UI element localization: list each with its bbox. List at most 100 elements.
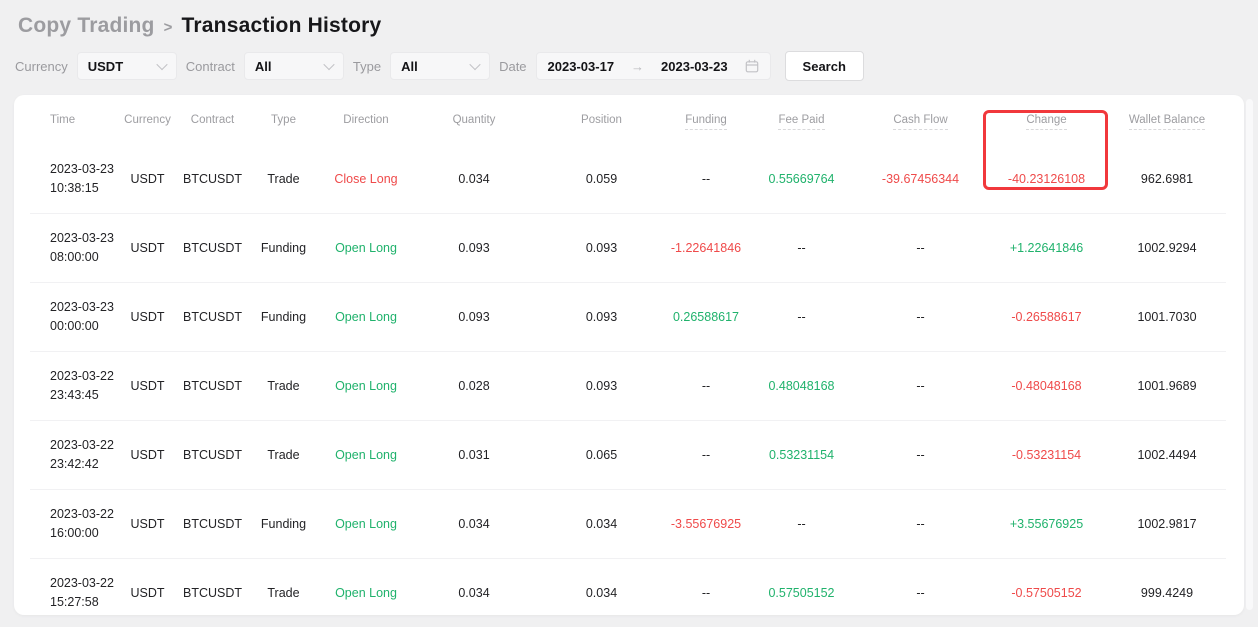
cell-position: 0.034 bbox=[538, 490, 665, 559]
cell-wallet-balance: 1001.9689 bbox=[1108, 352, 1226, 421]
cell-currency: USDT bbox=[115, 283, 180, 352]
cell-position: 0.065 bbox=[538, 421, 665, 490]
column-header-fee-paid: Fee Paid bbox=[747, 95, 856, 145]
cell-contract: BTCUSDT bbox=[180, 214, 245, 283]
breadcrumb-parent[interactable]: Copy Trading bbox=[18, 14, 155, 38]
cell-currency: USDT bbox=[115, 352, 180, 421]
contract-select[interactable]: All bbox=[244, 52, 344, 80]
arrow-right-icon: → bbox=[631, 59, 644, 74]
date-end-value: 2023-03-23 bbox=[661, 59, 728, 74]
cell-quantity: 0.031 bbox=[410, 421, 538, 490]
cell-change: -0.57505152 bbox=[985, 559, 1108, 627]
cell-direction: Open Long bbox=[322, 352, 410, 421]
date-range-picker[interactable]: 2023-03-17 → 2023-03-23 bbox=[536, 52, 771, 80]
cell-position: 0.093 bbox=[538, 352, 665, 421]
cell-funding: -- bbox=[665, 421, 747, 490]
cell-contract: BTCUSDT bbox=[180, 352, 245, 421]
date-start-value: 2023-03-17 bbox=[548, 59, 615, 74]
cell-direction: Open Long bbox=[322, 421, 410, 490]
cell-currency: USDT bbox=[115, 421, 180, 490]
cell-cash-flow: -39.67456344 bbox=[856, 145, 985, 214]
cell-contract: BTCUSDT bbox=[180, 421, 245, 490]
cell-position: 0.059 bbox=[538, 145, 665, 214]
calendar-icon bbox=[745, 59, 759, 73]
cell-type: Funding bbox=[245, 490, 322, 559]
type-select-value: All bbox=[401, 59, 418, 74]
cell-fee-paid: 0.53231154 bbox=[747, 421, 856, 490]
cell-cash-flow: -- bbox=[856, 421, 985, 490]
cell-currency: USDT bbox=[115, 490, 180, 559]
cell-direction: Open Long bbox=[322, 490, 410, 559]
cell-direction: Open Long bbox=[322, 559, 410, 627]
cell-cash-flow: -- bbox=[856, 490, 985, 559]
cell-direction: Open Long bbox=[322, 283, 410, 352]
cell-fee-paid: 0.57505152 bbox=[747, 559, 856, 627]
breadcrumb: Copy Trading > Transaction History bbox=[0, 0, 1258, 38]
cell-wallet-balance: 1001.7030 bbox=[1108, 283, 1226, 352]
cell-funding: -1.22641846 bbox=[665, 214, 747, 283]
chevron-down-icon bbox=[156, 59, 167, 70]
cell-wallet-balance: 1002.9817 bbox=[1108, 490, 1226, 559]
cell-wallet-balance: 1002.4494 bbox=[1108, 421, 1226, 490]
cell-position: 0.093 bbox=[538, 214, 665, 283]
cell-funding: -- bbox=[665, 145, 747, 214]
column-header-time: Time bbox=[30, 95, 115, 145]
cell-type: Funding bbox=[245, 283, 322, 352]
column-header-quantity: Quantity bbox=[410, 95, 538, 145]
currency-select-value: USDT bbox=[88, 59, 123, 74]
cell-contract: BTCUSDT bbox=[180, 490, 245, 559]
cell-quantity: 0.093 bbox=[410, 214, 538, 283]
cell-change: -0.53231154 bbox=[985, 421, 1108, 490]
cell-direction: Open Long bbox=[322, 214, 410, 283]
cell-direction: Close Long bbox=[322, 145, 410, 214]
cell-fee-paid: 0.55669764 bbox=[747, 145, 856, 214]
contract-filter-label: Contract bbox=[186, 59, 235, 74]
cell-change: +3.55676925 bbox=[985, 490, 1108, 559]
page-title: Transaction History bbox=[182, 14, 382, 38]
filter-bar: Currency USDT Contract All Type All Date… bbox=[15, 51, 1258, 81]
cell-cash-flow: -- bbox=[856, 352, 985, 421]
type-select[interactable]: All bbox=[390, 52, 490, 80]
breadcrumb-separator-icon: > bbox=[164, 19, 173, 36]
column-header-currency: Currency bbox=[115, 95, 180, 145]
cell-quantity: 0.093 bbox=[410, 283, 538, 352]
column-header-position: Position bbox=[538, 95, 665, 145]
currency-select[interactable]: USDT bbox=[77, 52, 177, 80]
cell-fee-paid: -- bbox=[747, 214, 856, 283]
cell-quantity: 0.028 bbox=[410, 352, 538, 421]
cell-type: Trade bbox=[245, 145, 322, 214]
cell-position: 0.034 bbox=[538, 559, 665, 627]
cell-contract: BTCUSDT bbox=[180, 559, 245, 627]
cell-type: Trade bbox=[245, 352, 322, 421]
cell-type: Funding bbox=[245, 214, 322, 283]
chevron-down-icon bbox=[469, 59, 480, 70]
page-scrollbar[interactable] bbox=[1246, 99, 1253, 610]
type-filter-label: Type bbox=[353, 59, 381, 74]
cell-change: +1.22641846 bbox=[985, 214, 1108, 283]
cell-quantity: 0.034 bbox=[410, 559, 538, 627]
cell-wallet-balance: 999.4249 bbox=[1108, 559, 1226, 627]
cell-quantity: 0.034 bbox=[410, 145, 538, 214]
cell-contract: BTCUSDT bbox=[180, 283, 245, 352]
cell-wallet-balance: 1002.9294 bbox=[1108, 214, 1226, 283]
chevron-down-icon bbox=[323, 59, 334, 70]
search-button[interactable]: Search bbox=[785, 51, 864, 81]
column-header-change: Change bbox=[985, 95, 1108, 145]
cell-change: -0.26588617 bbox=[985, 283, 1108, 352]
currency-filter-label: Currency bbox=[15, 59, 68, 74]
column-header-type: Type bbox=[245, 95, 322, 145]
